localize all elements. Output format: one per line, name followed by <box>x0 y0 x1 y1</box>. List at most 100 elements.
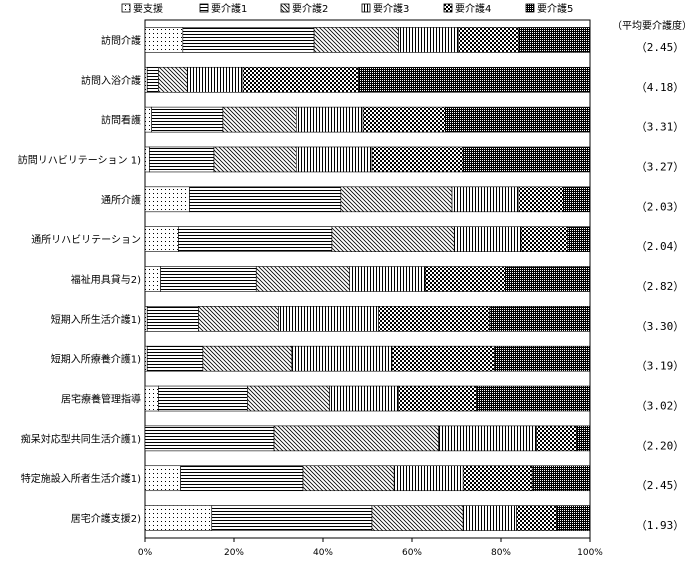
bar-segment-r11-s3 <box>273 425 439 452</box>
bar-segment-r4-s1 <box>144 146 150 173</box>
bar-segment-r8-s5 <box>378 306 491 332</box>
legend-label-2: 要介護1 <box>211 2 247 15</box>
bar-segment-r3-s5 <box>362 106 446 133</box>
legend-swatch-5 <box>443 3 453 13</box>
category-label-13: 居宅介護支援2) <box>71 512 141 525</box>
bar-segment-r12-s3 <box>302 465 395 492</box>
bar-segment-r2-s6 <box>358 66 591 93</box>
category-label-10: 居宅療養管理指導 <box>61 393 141 406</box>
category-label-3: 訪問看護 <box>101 114 141 127</box>
bar-segment-r1-s3 <box>313 27 399 53</box>
bar-segment-r3-s1 <box>144 106 152 133</box>
bar-segment-r4-s4 <box>295 146 373 173</box>
category-label-9: 短期入所療養介護1) <box>51 353 141 366</box>
bar-segment-r6-s6 <box>567 226 591 252</box>
bar-segment-r3-s4 <box>295 106 364 133</box>
bar-segment-r2-s2 <box>146 66 159 93</box>
bar-segment-r6-s5 <box>520 226 569 252</box>
bar-segment-r7-s6 <box>505 266 591 292</box>
bar-segment-r13-s5 <box>516 505 557 531</box>
bar-segment-r7-s4 <box>349 266 426 292</box>
bar-segment-r8-s1 <box>144 306 148 332</box>
bar-segment-r2-s4 <box>186 66 244 93</box>
category-label-2: 訪問入浴介護 <box>81 74 141 87</box>
bar-segment-r12-s5 <box>462 465 533 492</box>
bar-segment-r4-s5 <box>371 146 464 173</box>
average-value-4: （3.27） <box>636 160 685 173</box>
bar-segment-r13-s4 <box>462 505 517 531</box>
x-tick-label-1: 0% <box>138 548 153 558</box>
bar-segment-r9-s6 <box>494 345 591 372</box>
legend-swatch-6 <box>525 3 535 13</box>
plot-area: 訪問介護 （2.45） 訪問入浴介護 （4.18） 訪問看護 （3.31） 訪問リハビリテー… <box>18 19 685 539</box>
bar-segment-r6-s4 <box>453 226 522 252</box>
bar-segment-r10-s6 <box>476 385 591 412</box>
x-tick-label-2: 20% <box>224 548 244 558</box>
bar-segment-r9-s1 <box>144 345 148 372</box>
bar-segment-r8-s4 <box>278 306 379 332</box>
bar-segment-r1-s5 <box>458 27 520 53</box>
x-tick-label-5: 80% <box>491 548 511 558</box>
bar-segment-r3-s6 <box>445 106 591 133</box>
bar-segment-r13-s3 <box>371 505 464 531</box>
bar-segment-r2-s3 <box>158 66 188 93</box>
category-label-6: 通所リハビリテーション <box>31 234 141 246</box>
bar-segment-r4-s6 <box>462 146 591 173</box>
average-value-6: （2.04） <box>636 240 685 253</box>
bar-segment-r6-s1 <box>144 226 179 252</box>
bar-segment-r11-s4 <box>438 425 537 452</box>
bar-segment-r4-s2 <box>149 146 215 173</box>
average-value-8: （3.30） <box>636 320 685 333</box>
bar-segment-r2-s1 <box>144 66 148 93</box>
bar-segment-r10-s1 <box>144 385 159 412</box>
legend-label-3: 要介護2 <box>292 2 328 15</box>
bar-segment-r9-s3 <box>202 345 293 372</box>
legend-label-6: 要介護5 <box>537 2 573 15</box>
legend-swatch-2 <box>199 3 209 13</box>
bar-segment-r5-s5 <box>518 186 564 213</box>
category-label-4: 訪問リハビリテーション 1) <box>18 153 141 166</box>
x-tick-label-4: 60% <box>402 548 422 558</box>
bar-segment-r12-s2 <box>180 465 304 492</box>
bar-segment-r3-s3 <box>222 106 297 133</box>
average-value-11: （2.20） <box>636 439 685 452</box>
category-label-11: 痴呆対応型共同生活介護1) <box>21 432 141 445</box>
bar-segment-r12-s6 <box>531 465 591 492</box>
bar-segment-r13-s1 <box>144 505 213 531</box>
average-value-12: （2.45） <box>636 479 685 492</box>
category-label-5: 通所介護 <box>101 193 141 206</box>
bar-segment-r4-s3 <box>213 146 297 173</box>
bar-segment-r9-s5 <box>391 345 495 372</box>
bar-segment-r10-s5 <box>398 385 477 412</box>
bar-segment-r10-s2 <box>158 385 248 412</box>
average-value-9: （3.19） <box>636 360 685 373</box>
bar-segment-r5-s1 <box>144 186 190 213</box>
bar-segment-r7-s3 <box>255 266 350 292</box>
bar-segment-r10-s3 <box>247 385 330 412</box>
legend: 要支援 要介護1 要介護2 要介護3 要介護4 要介護5 <box>121 2 573 15</box>
average-value-3: （3.31） <box>636 121 685 134</box>
bar-segment-r13-s2 <box>211 505 373 531</box>
legend-label-5: 要介護4 <box>455 2 491 15</box>
bar-segment-r8-s6 <box>489 306 591 332</box>
average-value-13: （1.93） <box>636 519 685 532</box>
bar-segment-r9-s4 <box>291 345 393 372</box>
bar-segment-r1-s4 <box>398 27 460 53</box>
bar-segment-r5-s4 <box>451 186 520 213</box>
legend-label-4: 要介護3 <box>373 2 409 15</box>
x-tick-label-3: 40% <box>313 548 333 558</box>
category-label-12: 特定施設入所者生活介護1) <box>21 472 141 485</box>
bar-segment-r6-s3 <box>331 226 455 252</box>
x-tick-label-6: 100% <box>577 548 603 558</box>
legend-swatch-3 <box>280 3 290 13</box>
bar-segment-r8-s3 <box>198 306 279 332</box>
bar-segment-r1-s2 <box>182 27 315 53</box>
bar-segment-r11-s5 <box>536 425 577 452</box>
legend-swatch-4 <box>361 3 371 13</box>
bar-segment-r12-s4 <box>393 465 464 492</box>
bar-segment-r12-s1 <box>144 465 181 492</box>
bar-segment-r10-s4 <box>329 385 399 412</box>
bar-segment-r5-s6 <box>562 186 591 213</box>
average-value-1: （2.45） <box>636 41 685 54</box>
average-header: （平均要介護度） <box>612 19 692 32</box>
